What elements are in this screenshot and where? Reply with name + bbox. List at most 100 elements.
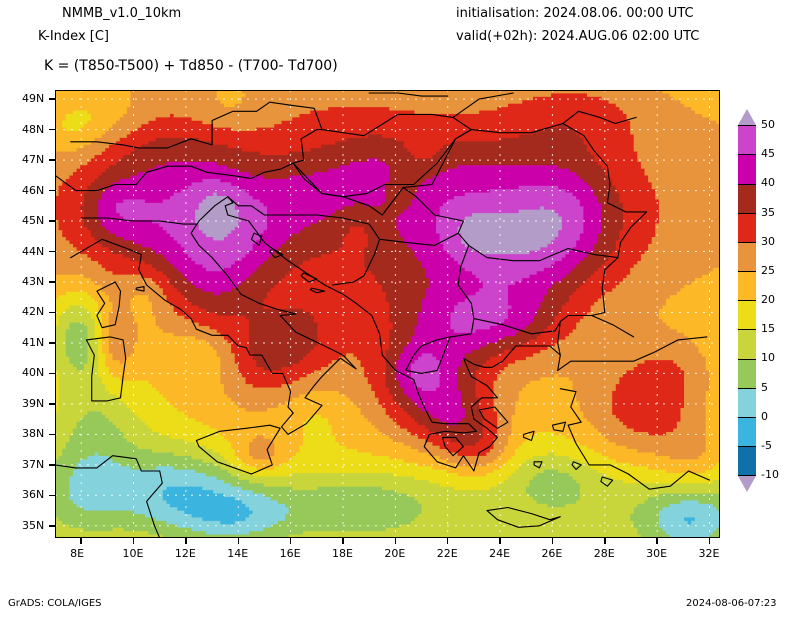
coastline-path xyxy=(559,388,711,490)
colorbar: -10 -5 0 5 10 15 20 25 30 35 40 45 50 xyxy=(735,105,795,505)
longitude-tick-label: 8E xyxy=(70,547,85,560)
latitude-tick-label: 43N xyxy=(22,275,45,288)
coastline-path xyxy=(96,281,122,329)
latitude-tick xyxy=(49,311,55,314)
valid-time-label: valid(+02h): 2024.AUG.06 02:00 UTC xyxy=(456,29,700,44)
colorbar-swatch xyxy=(738,212,756,243)
coastline-path xyxy=(405,244,475,371)
coastline-path xyxy=(478,406,509,429)
coastline-path xyxy=(486,506,561,528)
longitude-tick xyxy=(342,538,344,544)
model-name-label: NMMB_v1.0_10km xyxy=(62,6,182,21)
colorbar-swatch xyxy=(738,329,756,360)
longitude-tick-label: 26E xyxy=(541,547,563,560)
latitude-tick xyxy=(49,464,55,466)
coastline-path xyxy=(55,129,323,192)
coastline-path xyxy=(55,455,163,538)
colorbar-swatch xyxy=(738,241,756,273)
latitude-tick-label: 41N xyxy=(22,335,45,349)
latitude-tick xyxy=(49,372,55,375)
coastline-path xyxy=(309,287,326,294)
latitude-tick xyxy=(49,281,55,283)
longitude-tick-label: 12E xyxy=(174,547,196,560)
longitude-tick xyxy=(289,538,292,544)
latitude-tick xyxy=(49,98,55,100)
longitude-tick-label: 14E xyxy=(227,547,249,560)
coastline-path xyxy=(591,257,635,338)
latitude-tick-label: 40N xyxy=(22,366,45,380)
coastline-path xyxy=(533,461,543,469)
latitude-tick-label: 45N xyxy=(22,214,45,228)
longitude-tick xyxy=(446,538,449,544)
colorbar-tick-label: 5 xyxy=(761,380,768,394)
colorbar-swatch xyxy=(738,300,756,331)
coastline-path xyxy=(523,430,535,442)
colorbar-tick-label: 0 xyxy=(761,409,768,423)
coastline-path xyxy=(368,92,449,97)
latitude-tick xyxy=(49,433,55,436)
coastline-path xyxy=(562,110,637,125)
credit-label: GrADS: COLA/IGES xyxy=(8,598,102,609)
colorbar-tick-label: 40 xyxy=(761,176,775,190)
colorbar-tick-label: -10 xyxy=(761,468,779,481)
coastline-path xyxy=(292,162,404,216)
coastline-path xyxy=(269,247,284,259)
colorbar-swatch xyxy=(738,154,756,185)
coastline-path xyxy=(441,436,464,457)
latitude-tick xyxy=(49,525,55,527)
colorbar-swatch xyxy=(738,445,756,477)
coastline-path xyxy=(227,214,561,472)
coastline-path xyxy=(85,336,127,402)
longitude-tick-label: 32E xyxy=(698,547,720,560)
colorbar-tick-label: 20 xyxy=(761,293,775,306)
latitude-tick xyxy=(49,189,55,192)
coastline-path xyxy=(300,272,318,283)
latitude-tick xyxy=(49,403,55,405)
colorbar-over-arrow-icon xyxy=(738,109,756,125)
longitude-tick-label: 18E xyxy=(331,547,353,560)
coastline-path xyxy=(70,196,357,435)
longitude-tick xyxy=(237,538,240,544)
latitude-tick-label: 47N xyxy=(22,153,45,167)
coastline-path xyxy=(70,101,323,149)
coastline-path xyxy=(250,232,263,246)
coastline-path xyxy=(600,476,614,487)
formula-label: K = (T850-T500) + Td850 - (T700- Td700) xyxy=(44,58,338,74)
latitude-tick-label: 42N xyxy=(22,305,45,319)
coastline-path xyxy=(557,321,561,356)
longitude-tick xyxy=(656,538,658,544)
colorbar-tick-label: 35 xyxy=(761,205,775,219)
colorbar-swatch xyxy=(738,416,756,448)
coastline-path xyxy=(557,336,708,371)
latitude-tick-label: 49N xyxy=(22,92,45,106)
colorbar-tick-label: -5 xyxy=(761,438,772,452)
latitude-tick xyxy=(49,250,55,253)
longitude-tick-label: 28E xyxy=(593,547,615,560)
kindex-contour-map xyxy=(55,90,720,538)
colorbar-under-arrow-icon xyxy=(738,476,756,492)
colorbar-tick-label: 45 xyxy=(761,147,775,161)
coastline-path xyxy=(227,196,292,216)
colorbar-tick-label: 50 xyxy=(761,118,775,131)
colorbar-swatch xyxy=(738,358,756,389)
longitude-tick-label: 22E xyxy=(436,547,458,560)
latitude-tick-label: 39N xyxy=(22,396,45,410)
longitude-tick xyxy=(604,538,606,544)
latitude-tick-label: 36N xyxy=(22,488,45,502)
longitude-tick xyxy=(708,538,711,544)
colorbar-tick-label: 10 xyxy=(761,351,775,365)
longitude-tick-label: 30E xyxy=(646,547,668,560)
latitude-tick xyxy=(49,342,55,344)
coastline-path xyxy=(473,314,593,335)
latitude-tick-label: 35N xyxy=(22,518,45,532)
longitude-tick xyxy=(499,538,501,544)
coastline-path xyxy=(135,286,145,292)
map-plot-area xyxy=(55,90,720,538)
colorbar-swatch xyxy=(738,183,756,214)
colorbar-swatch xyxy=(738,270,756,302)
colorbar-tick-label: 25 xyxy=(761,263,775,277)
longitude-tick xyxy=(394,538,397,544)
longitude-tick-label: 24E xyxy=(489,547,511,560)
coastline-path xyxy=(195,424,281,475)
coastline-path xyxy=(402,122,648,262)
